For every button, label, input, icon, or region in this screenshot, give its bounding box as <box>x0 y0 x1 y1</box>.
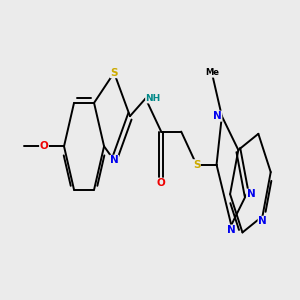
Text: N: N <box>247 189 255 199</box>
Text: N: N <box>110 155 118 165</box>
Text: NH: NH <box>146 94 161 103</box>
Text: O: O <box>40 141 48 151</box>
Text: N: N <box>213 111 222 121</box>
Text: S: S <box>110 68 118 78</box>
Text: N: N <box>258 216 267 226</box>
Text: O: O <box>157 178 166 188</box>
Text: Me: Me <box>205 68 219 77</box>
Text: S: S <box>193 160 200 170</box>
Text: N: N <box>227 225 236 235</box>
